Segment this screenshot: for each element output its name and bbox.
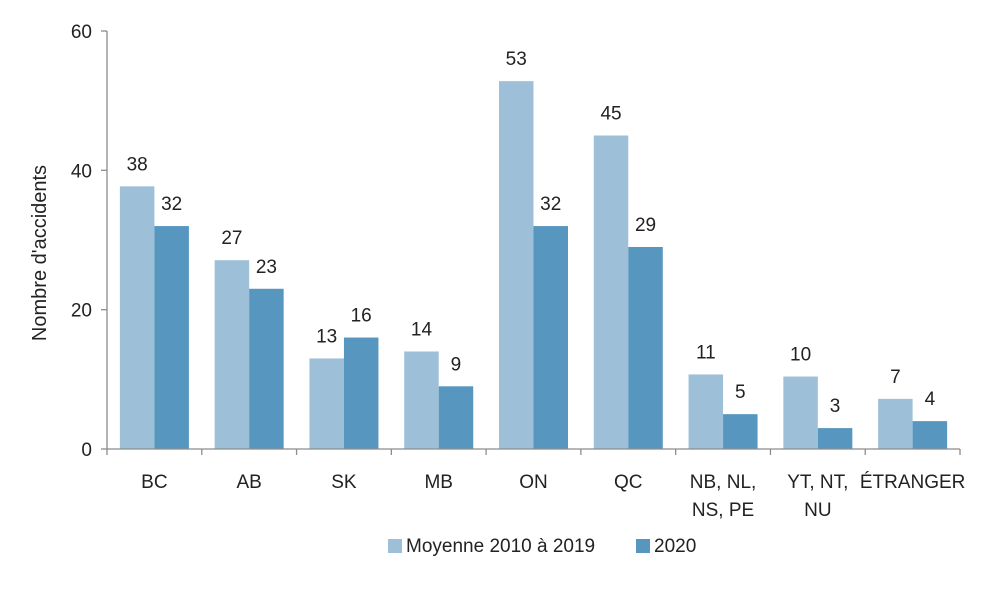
x-category-label: MB	[424, 472, 453, 493]
data-label-2020: 4	[925, 389, 936, 410]
x-category-label: ON	[519, 472, 548, 493]
y-tick-label: 60	[71, 22, 92, 43]
data-label-moyenne: 45	[600, 104, 621, 125]
data-label-moyenne: 11	[696, 342, 716, 363]
legend-label-2020: 2020	[654, 536, 696, 557]
x-category-label: ÉTRANGER	[860, 472, 966, 493]
legend: Moyenne 2010 à 2019 2020	[388, 536, 696, 557]
data-labels: 38 32 27 23 13 16 14 9 53 32 45 29 11 5 10 3 7 4	[127, 49, 936, 417]
legend-swatch-moyenne	[388, 539, 402, 553]
bar-2020	[912, 421, 948, 449]
bar-moyenne	[309, 358, 344, 449]
data-label-2020: 16	[351, 306, 372, 327]
data-label-moyenne: 53	[506, 49, 527, 70]
bar-moyenne	[878, 398, 913, 449]
bar-2020	[817, 428, 853, 449]
bar-2020	[723, 414, 758, 449]
y-axis-title: Nombre d'accidents	[29, 165, 51, 341]
data-label-moyenne: 7	[890, 367, 901, 388]
bar-2020	[343, 337, 379, 449]
data-label-2020: 5	[735, 382, 746, 403]
x-category-label: QC	[614, 472, 643, 493]
bar-moyenne	[499, 81, 534, 449]
x-category-label: AB	[236, 472, 261, 493]
y-tick-label: 0	[81, 440, 92, 461]
x-category-label: NB, NL, NS, PE	[690, 472, 757, 521]
bars	[119, 81, 948, 449]
data-label-moyenne: 10	[790, 345, 811, 366]
data-label-2020: 3	[830, 396, 841, 417]
data-label-2020: 29	[635, 215, 656, 236]
data-label-2020: 9	[451, 354, 462, 375]
bar-moyenne	[119, 186, 155, 449]
y-tick-label: 20	[71, 301, 92, 322]
data-label-moyenne: 27	[221, 228, 242, 249]
x-category-label: BC	[141, 472, 167, 493]
bar-moyenne	[783, 376, 818, 449]
x-axis: BC AB SK MB ON QC NB, NL, NS, PE YT, NT, NU ÉTRANG…	[106, 448, 966, 521]
y-tick-label: 40	[71, 161, 92, 182]
data-label-moyenne: 38	[127, 154, 148, 175]
data-label-moyenne: 14	[411, 319, 433, 340]
data-label-2020: 32	[540, 194, 561, 215]
data-label-2020: 23	[256, 257, 277, 278]
bar-moyenne	[214, 260, 250, 449]
bar-2020	[533, 226, 568, 449]
x-category-label: YT, NT, NU	[787, 472, 848, 521]
bar-2020	[438, 386, 474, 449]
bar-2020	[249, 288, 284, 449]
legend-label-moyenne: Moyenne 2010 à 2019	[406, 536, 595, 557]
x-category-label: SK	[331, 472, 357, 493]
y-axis: 0 20 40 60	[71, 22, 108, 461]
bar-moyenne	[593, 135, 629, 449]
data-label-moyenne: 13	[316, 326, 337, 347]
bar-2020	[628, 246, 663, 449]
bar-moyenne	[404, 351, 439, 449]
data-label-2020: 32	[161, 194, 182, 215]
bar-moyenne	[688, 374, 724, 449]
bar-2020	[154, 226, 189, 449]
legend-swatch-2020	[636, 539, 650, 553]
